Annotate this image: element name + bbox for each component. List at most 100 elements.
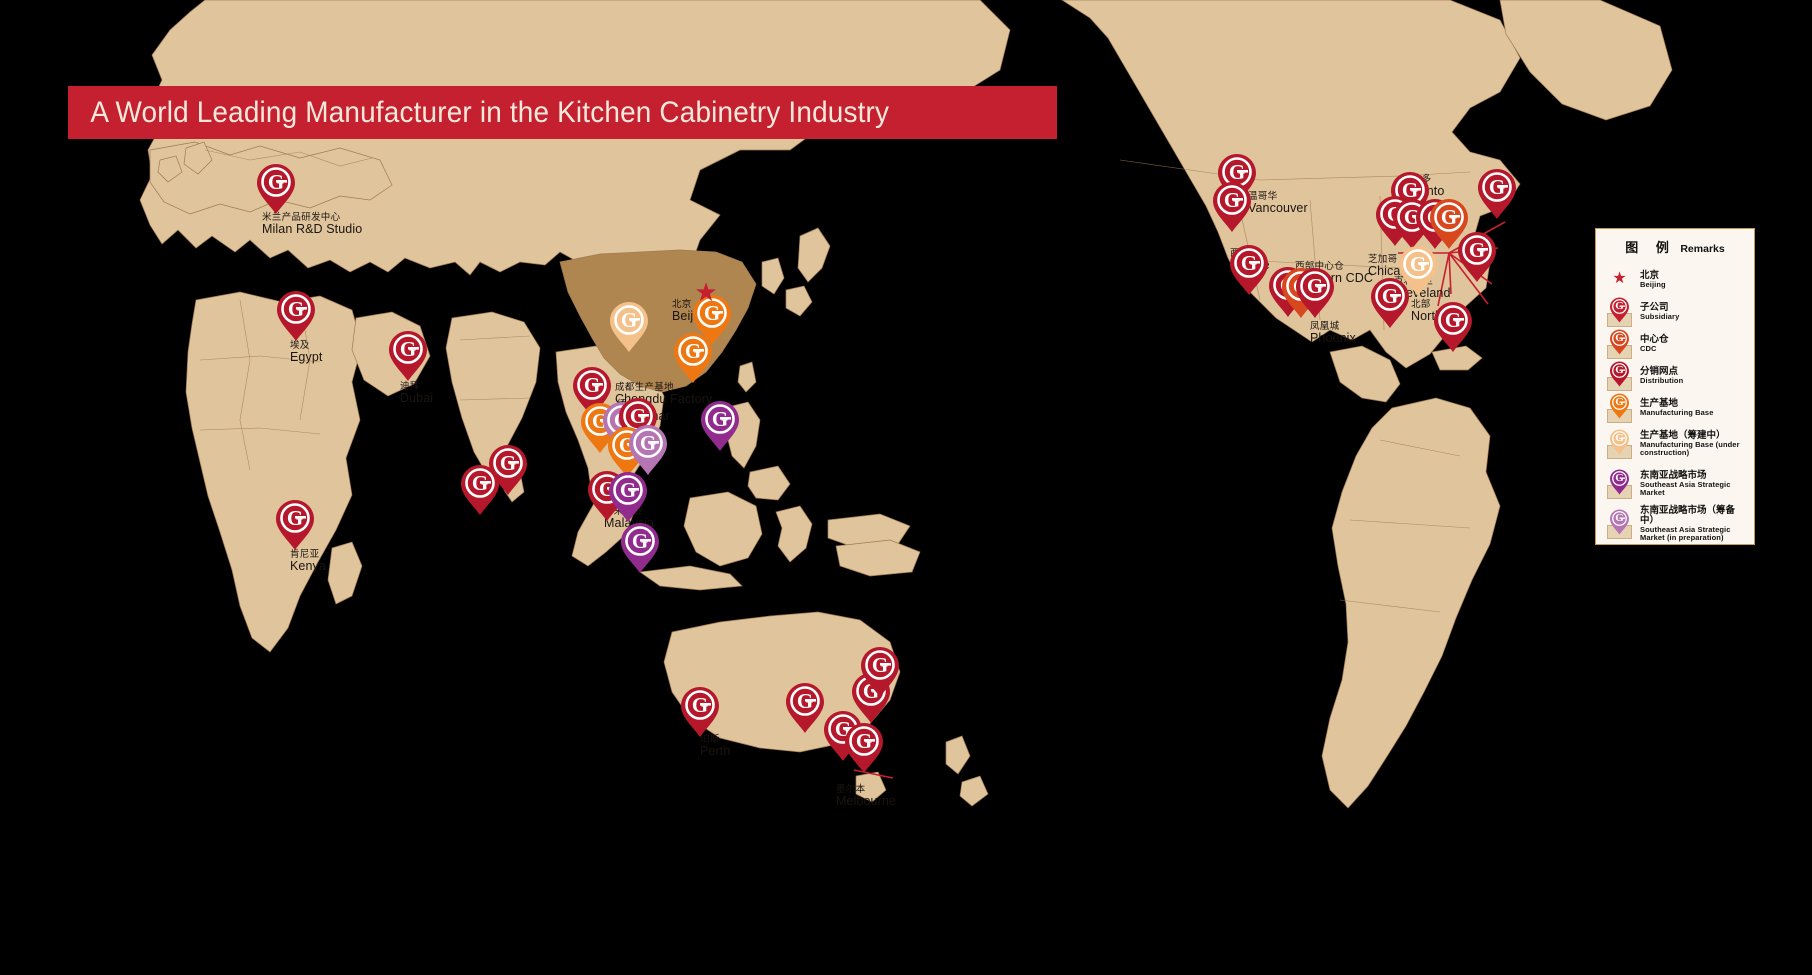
pin-g-icon	[843, 722, 885, 774]
legend-item-en: Southeast Asia Strategic Market	[1640, 480, 1731, 497]
legend-title: 图 例 Remarks	[1602, 237, 1748, 257]
map-marker-atlanta[interactable]: G	[1369, 277, 1411, 329]
page-title: A World Leading Manufacturer in the Kitc…	[90, 95, 890, 129]
map-label-cn: 墨尔本	[836, 784, 866, 795]
pin-g-icon	[275, 290, 317, 342]
legend-item-cn: 东南亚战略市场（筹备中）	[1640, 505, 1736, 527]
map-marker-miami[interactable]: G	[1432, 301, 1474, 353]
map-marker-boston[interactable]: G	[1476, 168, 1518, 220]
pin-g-icon	[1294, 267, 1336, 319]
landmasses	[123, 0, 1673, 809]
pin-g-icon	[672, 332, 714, 384]
map-label-cn: 北京	[672, 299, 692, 310]
pin-g-icon	[1609, 469, 1630, 495]
legend-item-en: Distribution	[1640, 376, 1684, 386]
legend-item-manufacturing-base-under-construction-[interactable]: G 生产基地（筹建中） Manufacturing Base (under cons…	[1602, 424, 1748, 464]
pin-g-icon: G	[1602, 329, 1636, 359]
pin-g-icon	[784, 682, 826, 734]
pin-g-icon	[459, 464, 501, 516]
map-marker-kenya[interactable]: G	[274, 499, 316, 551]
map-label-cn: 温哥华	[1248, 191, 1278, 202]
pin-g-icon	[1428, 198, 1470, 250]
legend-item-text: 生产基地 Manufacturing Base	[1636, 399, 1713, 417]
map-marker-phoenix-b[interactable]: G	[1294, 267, 1336, 319]
map-label-en: Phoenix	[1310, 330, 1356, 345]
map-label-en: Milan R&D Studio	[262, 221, 363, 236]
map-label-cn: 珀斯	[700, 734, 720, 745]
legend-items: ★ 北京 Beijing G 子公司 Subsidiary G 中心仓 CDC G 分销网点 Dist…	[1602, 264, 1748, 544]
map-label-cn: 北部	[1411, 299, 1431, 310]
map-label-egypt: 埃及 Egypt	[290, 341, 322, 363]
legend-item-cdc[interactable]: G 中心仓 CDC	[1602, 328, 1748, 360]
map-marker-milan-rd-studio[interactable]: G	[255, 163, 297, 215]
legend-item-southeast-asia-strategic-market-in-preparation-[interactable]: G 东南亚战略市场（筹备中） Southeast Asia Strategic Ma…	[1602, 504, 1748, 544]
map-label-dubai: 迪拜 Dubai	[400, 382, 433, 404]
legend-item-text: 子公司 Subsidiary	[1636, 303, 1679, 321]
map-label-cn: 迪拜	[400, 381, 420, 392]
map-marker-seattle[interactable]: G	[1211, 181, 1253, 233]
legend-item-en: Subsidiary	[1640, 312, 1680, 322]
pin-g-icon	[274, 499, 316, 551]
legend-item-manufacturing-base[interactable]: G 生产基地 Manufacturing Base	[1602, 392, 1748, 424]
pin-g-icon	[859, 646, 901, 698]
map-marker-chengdu-factory[interactable]: G	[608, 301, 650, 353]
map-label-en: Vancouver	[1248, 200, 1308, 215]
pin-g-icon	[607, 471, 649, 523]
pin-g-icon	[1211, 181, 1253, 233]
map-marker-philippines[interactable]: G	[699, 400, 741, 452]
legend-item-southeast-asia-strategic-market[interactable]: G 东南亚战略市场 Southeast Asia Strategic Market	[1602, 464, 1748, 504]
map-marker-western-cdc[interactable]: G	[1228, 244, 1270, 296]
map-marker-adelaide[interactable]: G	[784, 682, 826, 734]
legend-item-cn: 东南亚战略市场	[1640, 470, 1707, 482]
map-label-en: Melbourne	[836, 793, 896, 808]
pin-g-icon	[1228, 244, 1270, 296]
legend-glyph: G	[1615, 472, 1624, 484]
pin-g-icon	[1609, 361, 1630, 387]
pin-g-icon	[679, 686, 721, 738]
legend-item-subsidiary[interactable]: G 子公司 Subsidiary	[1602, 296, 1748, 328]
pin-g-icon: G	[1602, 297, 1636, 327]
legend-item-cn: 北京	[1640, 270, 1660, 282]
legend-item-text: 北京 Beijing	[1636, 271, 1666, 289]
pin-g-icon	[691, 294, 733, 346]
pin-g-icon	[1476, 168, 1518, 220]
legend-item-text: 东南亚战略市场 Southeast Asia Strategic Market	[1636, 471, 1748, 497]
map-marker-malaysia-kl[interactable]: G	[607, 471, 649, 523]
legend-item-distribution[interactable]: G 分销网点 Distribution	[1602, 360, 1748, 392]
star-icon-beijing[interactable]: ★	[694, 277, 718, 307]
map-label-perth: 珀斯 Perth	[700, 735, 730, 757]
legend-item-cn: 子公司	[1640, 302, 1669, 314]
legend-item-cn: 分销网点	[1640, 366, 1679, 378]
pin-g-icon	[387, 330, 429, 382]
legend-item-text: 分销网点 Distribution	[1636, 367, 1683, 385]
map-label-vancouver: 温哥华 Vancouver	[1248, 192, 1308, 214]
pin-g-icon	[255, 163, 297, 215]
map-marker-india-south[interactable]: G	[487, 444, 529, 496]
legend-item-cn: 生产基地	[1640, 398, 1679, 410]
map-marker-tasmania[interactable]: G	[843, 722, 885, 774]
pin-g-icon	[608, 301, 650, 353]
pin-g-icon	[1456, 231, 1498, 283]
pin-g-icon	[1369, 277, 1411, 329]
map-marker-indonesia[interactable]: G	[619, 522, 661, 574]
map-marker-egypt[interactable]: G	[275, 290, 317, 342]
legend-item-en: Southeast Asia Strategic Market (in prep…	[1640, 525, 1731, 542]
map-marker-sydney[interactable]: G	[859, 646, 901, 698]
pin-g-icon	[1609, 509, 1630, 535]
pin-g-icon: G	[1602, 361, 1636, 391]
map-label-en: Egypt	[290, 349, 323, 364]
map-label-phoenix: 凤凰城 Phoenix	[1310, 322, 1356, 344]
legend-item-en: Beijing	[1640, 280, 1666, 290]
legend-item-beijing[interactable]: ★ 北京 Beijing	[1602, 264, 1748, 296]
map-marker-new-york[interactable]: G	[1456, 231, 1498, 283]
map-marker-dubai[interactable]: G	[387, 330, 429, 382]
legend-panel: 图 例 Remarks ★ 北京 Beijing G 子公司 Subsidiary G 中心仓…	[1595, 228, 1755, 545]
legend-item-en: Manufacturing Base	[1640, 408, 1714, 418]
legend-item-text: 东南亚战略市场（筹备中） Southeast Asia Strategic Mar…	[1636, 506, 1748, 542]
map-marker-perth[interactable]: G	[679, 686, 721, 738]
legend-glyph: G	[1615, 300, 1624, 312]
map-marker-guangdong-base[interactable]: G	[672, 332, 714, 384]
map-label-en: Kenya	[290, 558, 326, 573]
map-marker-vietnam-south[interactable]: G	[627, 424, 669, 476]
